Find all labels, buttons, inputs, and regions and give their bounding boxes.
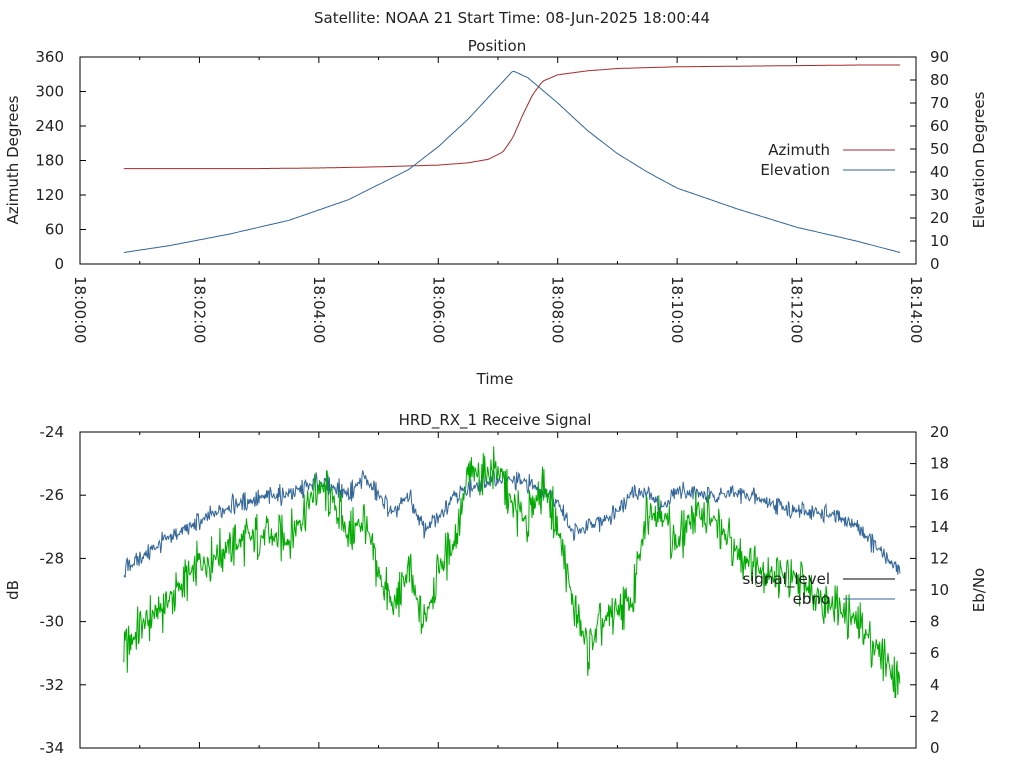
- position-y2tick-label: 80: [930, 71, 949, 89]
- signal-y2tick-label: 20: [930, 423, 949, 441]
- position-legend-label: Elevation: [760, 161, 830, 179]
- elevation-axis-label: Elevation Degrees: [970, 91, 988, 228]
- signal-ytick-label: -28: [40, 549, 65, 567]
- position-y2tick-label: 70: [930, 94, 949, 112]
- signal-y2tick-label: 16: [930, 486, 949, 504]
- position-y2tick-label: 30: [930, 186, 949, 204]
- signal-y2tick-label: 6: [930, 644, 940, 662]
- position-xtick-label: 18:04:00: [310, 276, 328, 343]
- signal-legend-label: ebno: [793, 590, 830, 608]
- signal-y2tick-label: 18: [930, 455, 949, 473]
- position-y2tick-label: 10: [930, 232, 949, 250]
- signal-ytick-label: -24: [40, 423, 65, 441]
- signal-y2tick-label: 12: [930, 549, 949, 567]
- position-xtick-label: 18:10:00: [668, 276, 686, 343]
- position-ytick-label: 240: [35, 117, 64, 135]
- signal-legend-label: signal_level: [742, 570, 830, 589]
- position-y2tick-label: 40: [930, 163, 949, 181]
- position-ytick-label: 360: [35, 48, 64, 66]
- position-xtick-label: 18:08:00: [549, 276, 567, 343]
- position-xtick-label: 18:06:00: [429, 276, 447, 343]
- azimuth-axis-label: Azimuth Degrees: [4, 95, 22, 224]
- azimuth-line: [123, 64, 901, 170]
- position-ytick-label: 180: [35, 152, 64, 170]
- position-xtick-label: 18:12:00: [788, 276, 806, 343]
- position-legend-label: Azimuth: [768, 141, 830, 159]
- signal-title: HRD_RX_1 Receive Signal: [399, 411, 592, 430]
- position-panel: Position Time Azimuth Degrees Elevation …: [4, 37, 988, 388]
- signal-panel: HRD_RX_1 Receive Signal dB Eb/No -24 -26 -…: [4, 411, 988, 757]
- position-ytick-label: 300: [35, 83, 64, 101]
- position-ytick-label: 60: [45, 221, 64, 239]
- db-axis-label: dB: [4, 580, 22, 600]
- position-xtick-label: 18:02:00: [190, 276, 208, 343]
- position-y2tick-label: 50: [930, 140, 949, 158]
- position-y2tick-label: 90: [930, 48, 949, 66]
- position-y2tick-label: 0: [930, 255, 940, 273]
- signal-level-line: [123, 446, 901, 699]
- position-xtick-label: 18:14:00: [907, 276, 925, 343]
- position-title: Position: [468, 37, 526, 55]
- position-xtick-label: 18:00:00: [71, 276, 89, 343]
- figure-title: Satellite: NOAA 21 Start Time: 08-Jun-20…: [314, 9, 710, 27]
- position-y2tick-label: 60: [930, 117, 949, 135]
- signal-y2tick-label: 14: [930, 518, 949, 536]
- signal-y2tick-label: 8: [930, 613, 940, 631]
- position-y2tick-label: 20: [930, 209, 949, 227]
- position-ytick-label: 120: [35, 186, 64, 204]
- signal-ytick-label: -34: [40, 739, 65, 757]
- signal-frame: [79, 431, 917, 749]
- signal-ytick-label: -30: [40, 613, 65, 631]
- signal-ytick-label: -32: [40, 676, 65, 694]
- ebno-line: [123, 469, 901, 578]
- elevation-line: [123, 70, 901, 253]
- signal-y2tick-label: 0: [930, 739, 940, 757]
- signal-y2tick-label: 2: [930, 707, 940, 725]
- signal-y2tick-label: 10: [930, 581, 949, 599]
- position-ytick-label: 0: [54, 255, 64, 273]
- position-xlabel: Time: [476, 370, 514, 388]
- signal-ytick-label: -26: [40, 486, 65, 504]
- signal-y2tick-label: 4: [930, 676, 940, 694]
- ebno-axis-label: Eb/No: [970, 568, 988, 612]
